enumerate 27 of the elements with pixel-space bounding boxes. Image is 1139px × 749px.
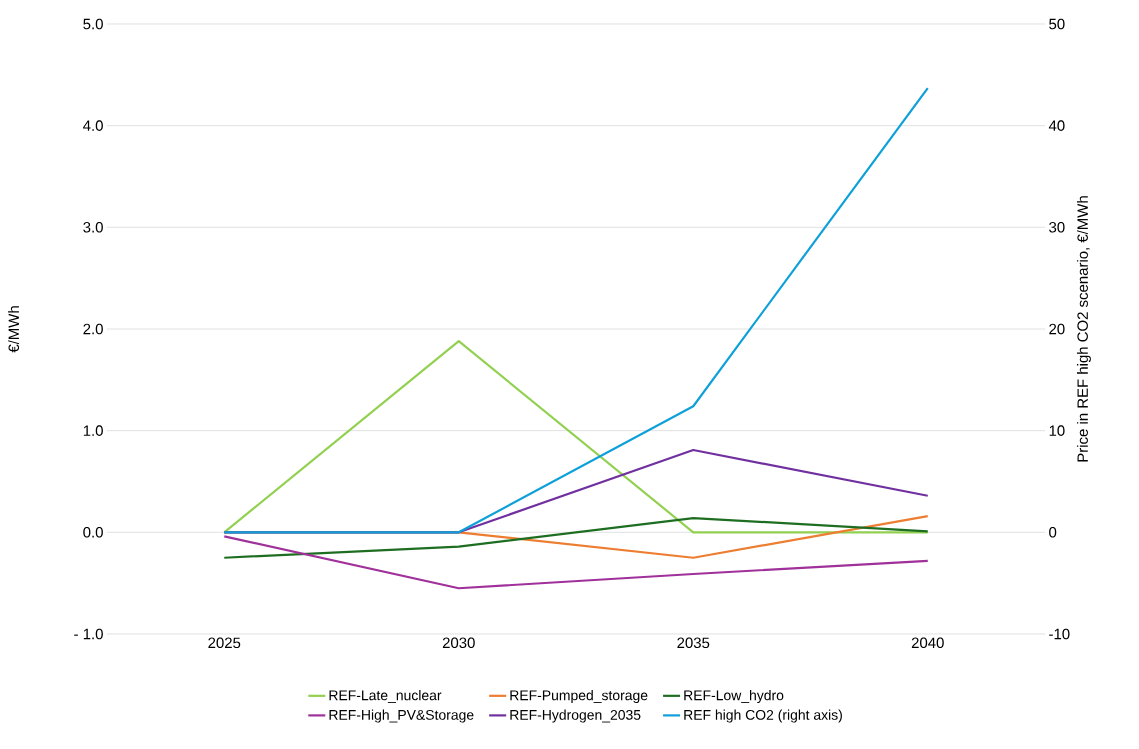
y-tick-label: 1.0 (83, 425, 103, 436)
y-tick-label: 5.0 (83, 18, 103, 30)
y-tick-label: 2.0 (83, 323, 103, 335)
y2-tick-label: 0 (1049, 527, 1057, 538)
y2-axis-title: Price in REF high CO2 scenario, €/MWh (1076, 196, 1091, 462)
y2-tick-label: -10 (1049, 628, 1070, 640)
y2-tick-label: 30 (1049, 222, 1065, 233)
y-tick-label: 3.0 (83, 222, 103, 233)
y2-tick-label: 10 (1049, 425, 1065, 436)
y2-tick-label: 50 (1049, 18, 1065, 30)
y-axis-title: €/MWh (8, 306, 20, 353)
x-tick-label: 2025 (208, 637, 241, 649)
legend-label: REF-Pumped_storage (510, 690, 648, 704)
legend-label: REF-Low_hydro (684, 690, 784, 704)
y-tick-label: 4.0 (83, 120, 103, 131)
y-tick-label: 0.0 (83, 527, 103, 538)
legend-label: REF-High_PV&Storage (329, 709, 474, 723)
x-tick-label: 2040 (911, 637, 944, 649)
y2-tick-label: 40 (1048, 120, 1065, 131)
legend-label: REF-Late_nuclear (329, 690, 442, 703)
x-tick-label: 2030 (442, 637, 475, 649)
y-tick-label: - 1.0 (74, 628, 103, 640)
legend-label: REF-Hydrogen_2035 (510, 709, 641, 723)
legend-label: REF high CO2 (right axis) (684, 709, 842, 723)
x-tick-label: 2035 (677, 637, 710, 649)
y2-tick-label: 20 (1049, 323, 1065, 335)
line-series (223, 535, 929, 590)
